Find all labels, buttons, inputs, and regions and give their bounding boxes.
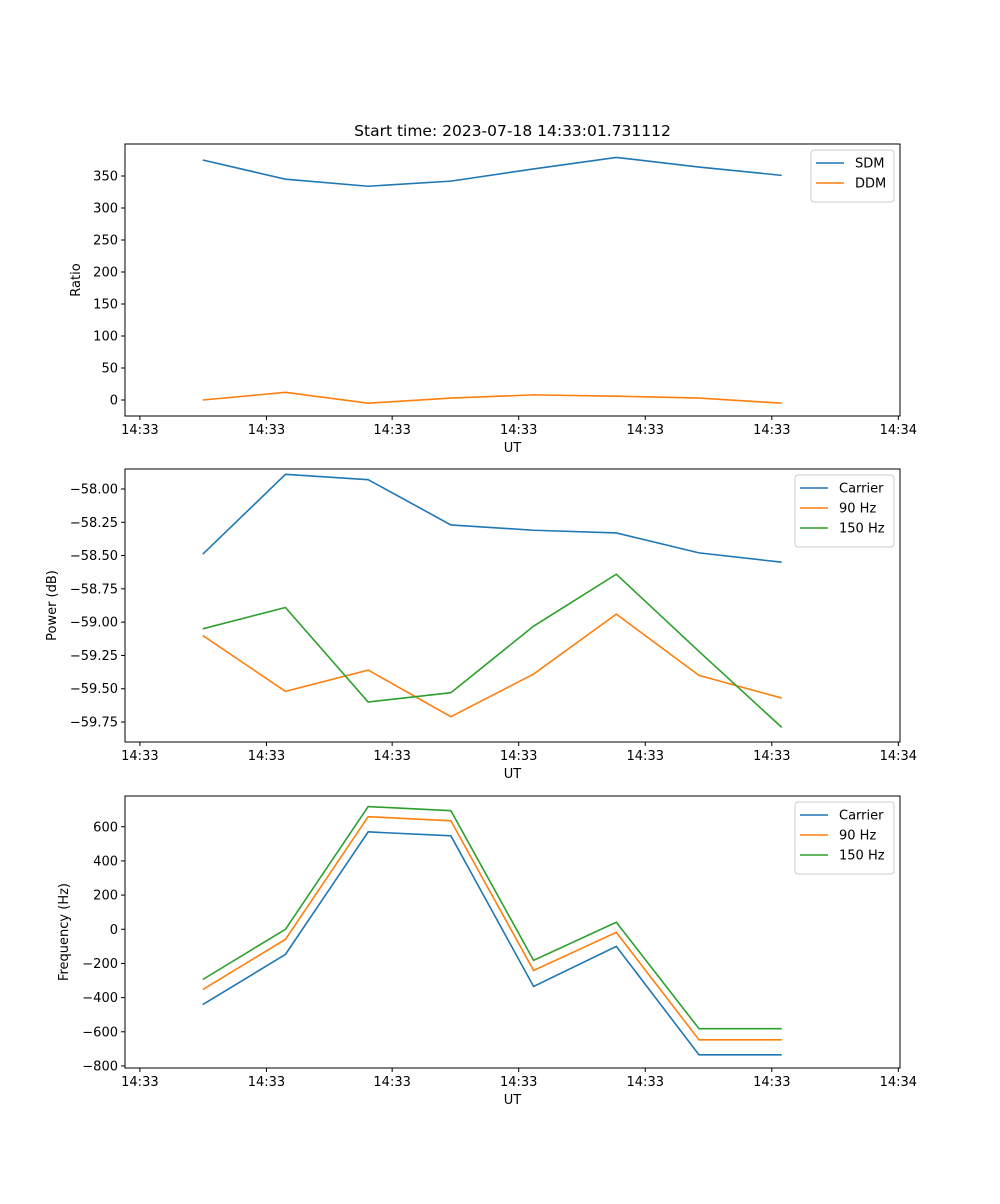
y-axis-label: Power (dB) [45,570,60,641]
y-tick-label: 150 [93,298,118,313]
x-tick-label: 14:33 [373,749,410,764]
y-tick-label: 350 [93,170,118,185]
legend-label: SDM [855,157,884,172]
x-tick-label: 14:33 [500,749,537,764]
y-tick-label: 100 [93,330,118,345]
legend-label: DDM [855,177,886,192]
x-tick-label: 14:33 [121,749,158,764]
y-tick-label: −400 [82,991,118,1006]
legend-label: 150 Hz [839,522,885,537]
x-tick-label: 14:33 [753,749,790,764]
y-tick-label: 200 [93,889,118,904]
x-tick-label: 14:34 [880,423,917,438]
y-tick-label: 400 [93,854,118,869]
subplot-3: 14:33 14:33 14:33 14:33 14:33 14:33 14:34 −800 −… [57,796,917,1108]
x-tick-label: 14:33 [627,1075,664,1090]
x-tick-label: 14:33 [753,1075,790,1090]
y-tick-label: 600 [93,820,118,835]
x-tick-label: 14:33 [753,423,790,438]
y-tick-label: 300 [93,202,118,217]
x-tick-label: 14:33 [248,1075,285,1090]
y-tick-label: −200 [82,957,118,972]
y-tick-label: −59.50 [70,682,118,697]
y-tick-label: 0 [110,394,118,409]
subplot-1: 14:33 14:33 14:33 14:33 14:33 14:33 14:34 0 50 10… [69,122,917,456]
legend-label: 90 Hz [839,829,876,844]
legend: SDM DDM [811,150,894,202]
y-axis-label: Frequency (Hz) [57,883,72,981]
legend-label: 150 Hz [839,849,885,864]
y-tick-label: −58.00 [70,482,118,497]
y-tick-label: 50 [101,362,118,377]
x-tick-label: 14:33 [373,423,410,438]
x-tick-label: 14:33 [248,423,285,438]
x-tick-label: 14:33 [627,749,664,764]
y-axis-label: Ratio [69,263,84,296]
y-tick-label: −58.75 [70,582,118,597]
series-line-carrier [203,474,782,562]
legend: Carrier 90 Hz 150 Hz [795,802,894,874]
x-axis-label: UT [504,767,522,782]
legend: Carrier 90 Hz 150 Hz [795,475,894,547]
series-line-sdm [203,157,782,186]
y-tick-label: −59.00 [70,616,118,631]
y-tick-label: 200 [93,266,118,281]
x-tick-label: 14:34 [880,749,917,764]
legend-label: 90 Hz [839,502,876,517]
x-tick-label: 14:33 [500,423,537,438]
axes-frame [125,469,900,742]
legend-label: Carrier [839,809,884,824]
series-line-90-hz [203,817,782,1040]
series-line-150-hz [203,574,782,727]
series-line-carrier [203,832,782,1055]
y-tick-label: −58.25 [70,516,118,531]
x-tick-label: 14:33 [121,423,158,438]
subplot-2: 14:33 14:33 14:33 14:33 14:33 14:33 14:34 −58.0… [45,469,917,782]
x-tick-label: 14:33 [500,1075,537,1090]
x-tick-label: 14:33 [373,1075,410,1090]
legend-label: Carrier [839,482,884,497]
y-tick-label: −58.50 [70,549,118,564]
y-tick-label: −59.25 [70,649,118,664]
x-axis-label: UT [504,1093,522,1108]
x-tick-label: 14:33 [121,1075,158,1090]
x-axis-label: UT [504,441,522,456]
y-tick-label: −600 [82,1025,118,1040]
y-tick-label: 250 [93,234,118,249]
series-line-90-hz [203,614,782,717]
axes-frame [125,144,900,416]
x-tick-label: 14:34 [880,1075,917,1090]
y-tick-label: 0 [110,923,118,938]
y-tick-label: −800 [82,1059,118,1074]
series-line-150-hz [203,807,782,1029]
chart-title: Start time: 2023-07-18 14:33:01.731112 [354,122,671,140]
y-tick-label: −59.75 [70,716,118,731]
series-line-ddm [203,392,782,403]
x-tick-label: 14:33 [627,423,664,438]
x-tick-label: 14:33 [248,749,285,764]
